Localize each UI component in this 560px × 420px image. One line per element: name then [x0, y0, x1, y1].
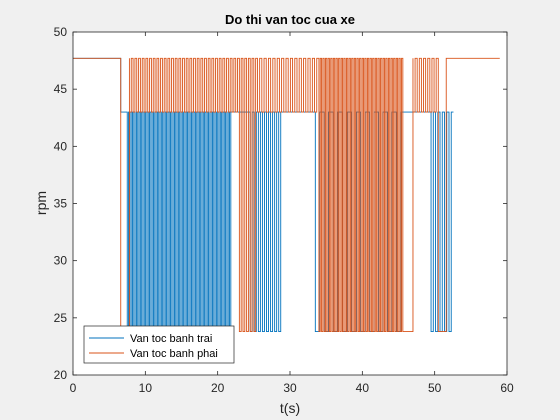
x-tick-label: 40	[356, 381, 370, 395]
legend-box	[83, 325, 235, 364]
y-tick-label: 25	[54, 311, 68, 325]
chart-title: Do thi van toc cua xe	[225, 12, 355, 27]
x-tick-label: 10	[139, 381, 153, 395]
legend-label-left-wheel: Van toc banh trai	[130, 333, 212, 345]
y-tick-label: 20	[54, 368, 68, 382]
x-tick-label: 60	[500, 381, 514, 395]
x-ticks: 0 10 20 30 40 50 60	[70, 32, 514, 395]
legend: Van toc banh trai Van toc banh phai	[83, 325, 235, 364]
y-tick-label: 35	[54, 197, 68, 211]
x-tick-label: 30	[283, 381, 297, 395]
x-tick-label: 0	[70, 381, 77, 395]
y-ticks: 20 25 30 35 40 45 50	[54, 25, 507, 382]
y-tick-label: 30	[54, 254, 68, 268]
x-tick-label: 20	[211, 381, 225, 395]
y-tick-label: 45	[54, 82, 68, 96]
y-axis-label: rpm	[33, 191, 49, 215]
x-tick-label: 50	[428, 381, 442, 395]
series-line-right-wheel	[73, 57, 500, 332]
y-tick-label: 40	[54, 139, 68, 153]
y-tick-label: 50	[54, 25, 68, 39]
legend-label-right-wheel: Van toc banh phai	[130, 348, 218, 360]
x-axis-label: t(s)	[280, 400, 300, 416]
